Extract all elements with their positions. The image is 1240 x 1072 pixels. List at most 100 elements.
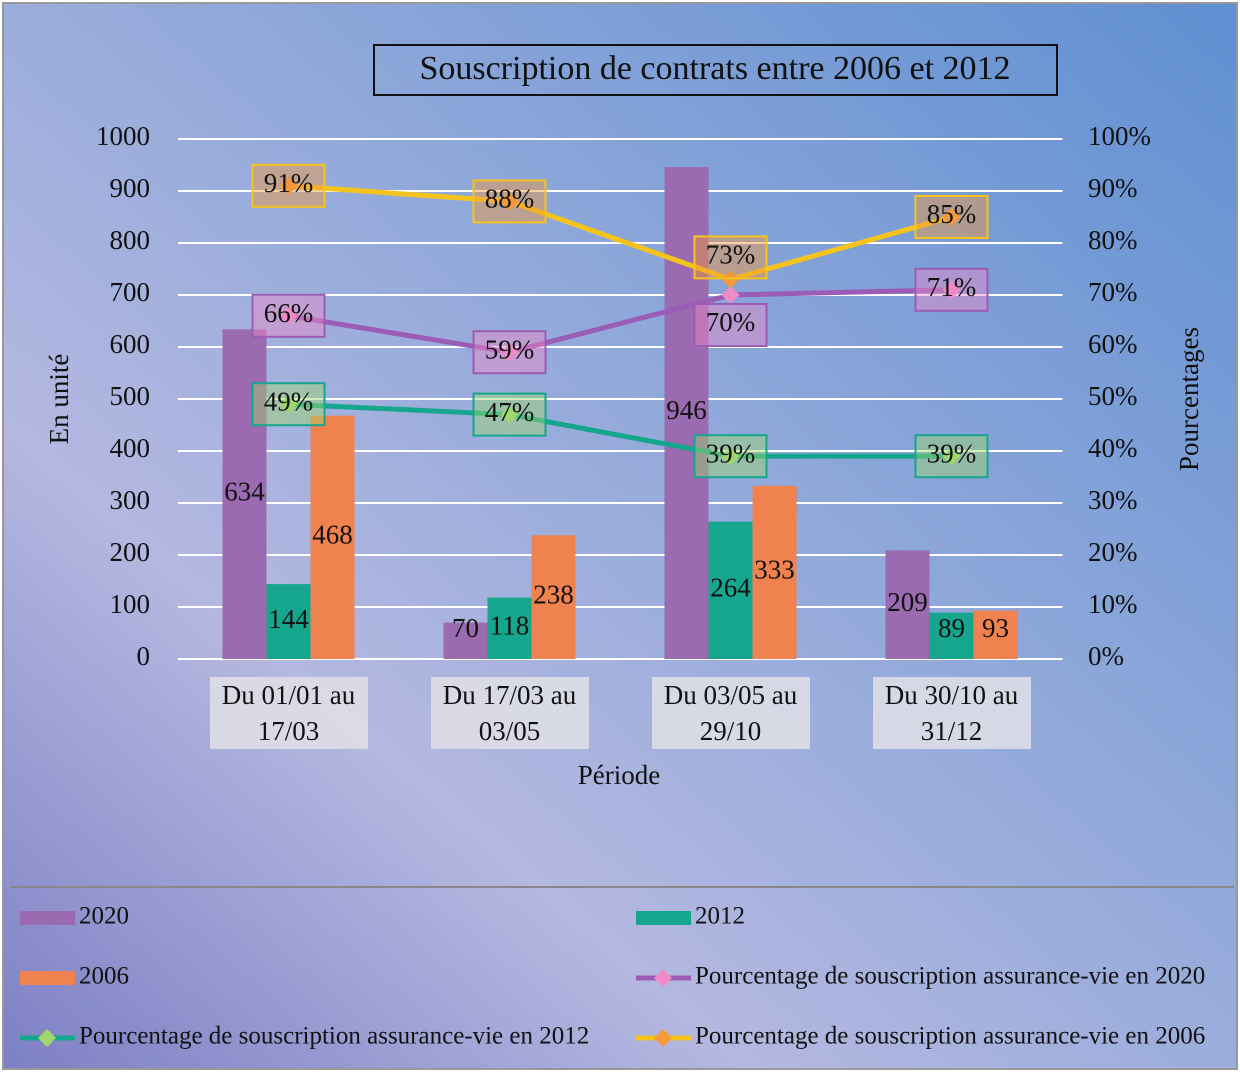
y-tick-label: 600 xyxy=(110,329,151,359)
line xyxy=(288,401,952,459)
legend-label: Pourcentage de souscription assurance-vi… xyxy=(695,1023,1205,1050)
y2-tick-label: 40% xyxy=(1088,433,1138,463)
marker xyxy=(721,447,740,466)
marker xyxy=(942,280,961,299)
y2-tick-label: 0% xyxy=(1088,641,1124,671)
bar xyxy=(664,167,709,659)
bar-value-label: 946 xyxy=(666,395,707,425)
data-label-box xyxy=(251,293,326,338)
y2-tick-label: 70% xyxy=(1088,277,1138,307)
bar-value-label: 89 xyxy=(938,613,965,643)
y2-tick-label: 100% xyxy=(1088,121,1151,151)
data-label: 39% xyxy=(927,438,977,468)
bar xyxy=(973,610,1018,659)
legend-swatch xyxy=(20,911,75,925)
marker xyxy=(279,176,298,195)
legend-marker xyxy=(38,1029,56,1047)
bar-value-label: 468 xyxy=(312,520,353,550)
data-label: 73% xyxy=(706,240,756,270)
bar xyxy=(531,535,576,659)
marker xyxy=(500,405,519,424)
legend-swatch xyxy=(636,911,691,925)
marker xyxy=(279,306,298,325)
line xyxy=(288,287,952,355)
data-label: 85% xyxy=(927,199,977,229)
bar xyxy=(266,584,311,659)
y-tick-label: 100 xyxy=(110,589,151,619)
y-tick-label: 1000 xyxy=(96,121,150,151)
data-label-box xyxy=(472,392,547,437)
bar-value-label: 93 xyxy=(982,613,1009,643)
data-label-box xyxy=(251,163,326,208)
data-label-box xyxy=(251,382,326,427)
bar xyxy=(310,415,355,659)
x-tick-label: Du 03/05 au 29/10 xyxy=(651,677,810,749)
legend-marker xyxy=(654,1029,672,1047)
y2-tick-label: 60% xyxy=(1088,329,1138,359)
bar-value-label: 70 xyxy=(452,613,479,643)
y-tick-label: 300 xyxy=(110,485,151,515)
data-label: 70% xyxy=(706,307,756,337)
bar xyxy=(443,622,488,659)
data-label-box xyxy=(914,267,989,312)
data-label: 59% xyxy=(485,334,535,364)
y-tick-label: 200 xyxy=(110,537,151,567)
y2-axis-label: Pourcentages xyxy=(1174,327,1204,471)
y2-tick-label: 10% xyxy=(1088,589,1138,619)
bar-value-label: 634 xyxy=(224,476,265,506)
data-label: 66% xyxy=(264,298,314,328)
data-label-box xyxy=(693,434,768,479)
legend-label: 2012 xyxy=(695,903,745,930)
x-tick-label: Du 17/03 au 03/05 xyxy=(430,677,589,749)
legend-marker xyxy=(654,969,672,987)
y2-tick-label: 20% xyxy=(1088,537,1138,567)
y-tick-label: 500 xyxy=(110,381,151,411)
title-box xyxy=(373,44,1058,96)
y-tick-label: 800 xyxy=(110,225,151,255)
y2-tick-label: 80% xyxy=(1088,225,1138,255)
bar-value-label: 144 xyxy=(268,604,309,634)
bar-value-label: 209 xyxy=(887,587,928,617)
data-label-box xyxy=(472,179,547,224)
data-label-box xyxy=(693,235,768,280)
y-tick-label: 0 xyxy=(137,641,151,671)
bar xyxy=(222,329,267,659)
y2-tick-label: 30% xyxy=(1088,485,1138,515)
data-label: 49% xyxy=(264,386,314,416)
marker xyxy=(721,286,740,304)
data-label-box xyxy=(693,303,768,347)
data-label: 88% xyxy=(485,184,535,214)
bar-value-label: 333 xyxy=(754,555,795,585)
bar-value-label: 238 xyxy=(533,579,574,609)
x-axis-label: Période xyxy=(578,760,660,790)
marker xyxy=(942,447,961,466)
data-label-box xyxy=(914,434,989,479)
bar-value-label: 118 xyxy=(490,611,530,641)
bar xyxy=(885,550,930,659)
y-tick-label: 700 xyxy=(110,277,151,307)
legend-swatch xyxy=(20,971,75,985)
legend-label: 2020 xyxy=(79,903,129,930)
data-label-box xyxy=(472,330,547,375)
chart-title: Souscription de contrats entre 2006 et 2… xyxy=(419,50,1010,87)
data-label: 39% xyxy=(706,438,756,468)
y2-tick-label: 90% xyxy=(1088,173,1138,203)
y2-tick-label: 50% xyxy=(1088,381,1138,411)
line xyxy=(288,183,953,283)
legend-label: Pourcentage de souscription assurance-vi… xyxy=(695,963,1205,990)
data-label-box xyxy=(914,195,989,239)
marker xyxy=(500,343,519,362)
bar xyxy=(752,485,797,659)
bar xyxy=(487,597,532,659)
bar xyxy=(929,612,974,659)
data-label: 47% xyxy=(485,397,535,427)
legend-label: Pourcentage de souscription assurance-vi… xyxy=(79,1023,589,1050)
legend-label: 2006 xyxy=(79,963,129,990)
data-label: 71% xyxy=(927,272,977,302)
y-tick-label: 900 xyxy=(110,173,151,203)
data-label: 91% xyxy=(264,168,314,198)
y-axis-label: En unité xyxy=(44,354,74,445)
marker xyxy=(279,395,298,414)
